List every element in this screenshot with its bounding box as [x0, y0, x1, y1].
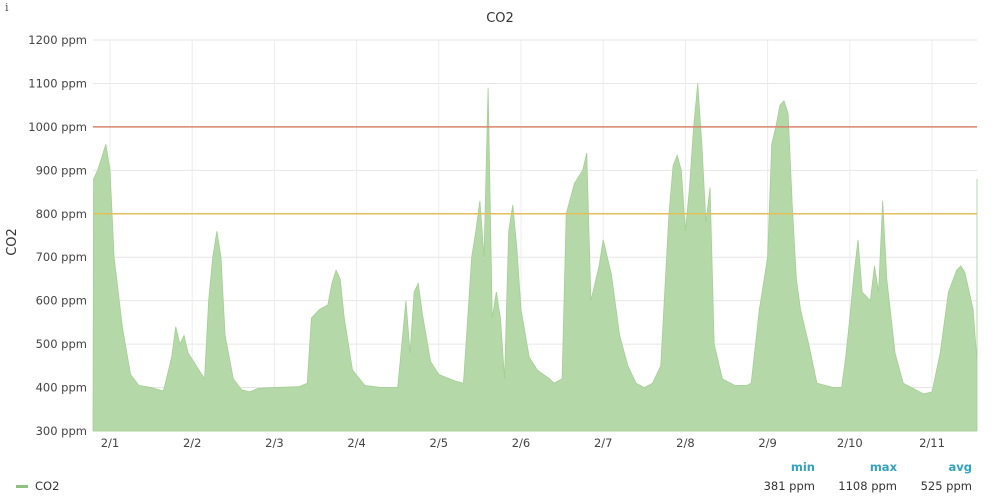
x-tick-label: 2/2	[183, 436, 202, 450]
legend: CO2	[0, 470, 1000, 494]
x-tick-label: 2/5	[430, 436, 449, 450]
y-tick-label: 1100 ppm	[28, 76, 87, 90]
legend-stat-header-max[interactable]: max	[869, 460, 897, 474]
legend-stat-header-min[interactable]: min	[790, 460, 815, 474]
y-axis-label: CO2	[5, 228, 20, 256]
y-tick-label: 900 ppm	[36, 163, 87, 177]
x-tick-label: 2/8	[676, 436, 695, 450]
x-tick-label: 2/7	[594, 436, 613, 450]
y-tick-label: 600 ppm	[36, 294, 87, 308]
y-tick-label: 700 ppm	[36, 250, 87, 264]
y-tick-label: 500 ppm	[36, 337, 87, 351]
series-area	[92, 83, 978, 432]
x-axis-ticks: 2/1 2/2 2/3 2/4 2/5 2/6 2/7 2/8 2/9 2/10 2/11	[101, 436, 945, 450]
threshold-lines	[93, 126, 977, 215]
x-tick-label: 2/4	[347, 436, 366, 450]
legend-stat-avg: 525 ppm	[920, 479, 972, 493]
x-tick-label: 2/1	[101, 436, 120, 450]
series-area-co2	[92, 83, 978, 432]
x-tick-label: 2/11	[919, 436, 945, 450]
y-tick-label: 800 ppm	[36, 207, 87, 221]
co2-chart: CO2 CO2 300 ppm 400 ppm 500 ppm 600 ppm 700 …	[5, 11, 978, 450]
legend-stat-header-avg[interactable]: avg	[948, 460, 973, 474]
y-tick-label: 400 ppm	[36, 381, 87, 395]
y-tick-label: 1200 ppm	[28, 33, 87, 47]
x-tick-label: 2/10	[837, 436, 863, 450]
x-tick-label: 2/3	[265, 436, 284, 450]
x-tick-label: 2/6	[512, 436, 531, 450]
chart-title: CO2	[486, 11, 514, 26]
y-tick-label: 300 ppm	[36, 424, 87, 438]
legend-stat-max: 1108 ppm	[838, 479, 897, 493]
y-axis-ticks: 300 ppm 400 ppm 500 ppm 600 ppm 700 ppm 800 p…	[28, 33, 87, 438]
y-tick-label: 1000 ppm	[28, 120, 87, 134]
legend-stat-min: 381 ppm	[763, 479, 815, 493]
legend-series-name[interactable]: CO2	[35, 479, 60, 493]
legend-swatch[interactable]	[16, 485, 28, 488]
info-icon[interactable]: i	[5, 1, 9, 14]
x-tick-label: 2/9	[758, 436, 777, 450]
